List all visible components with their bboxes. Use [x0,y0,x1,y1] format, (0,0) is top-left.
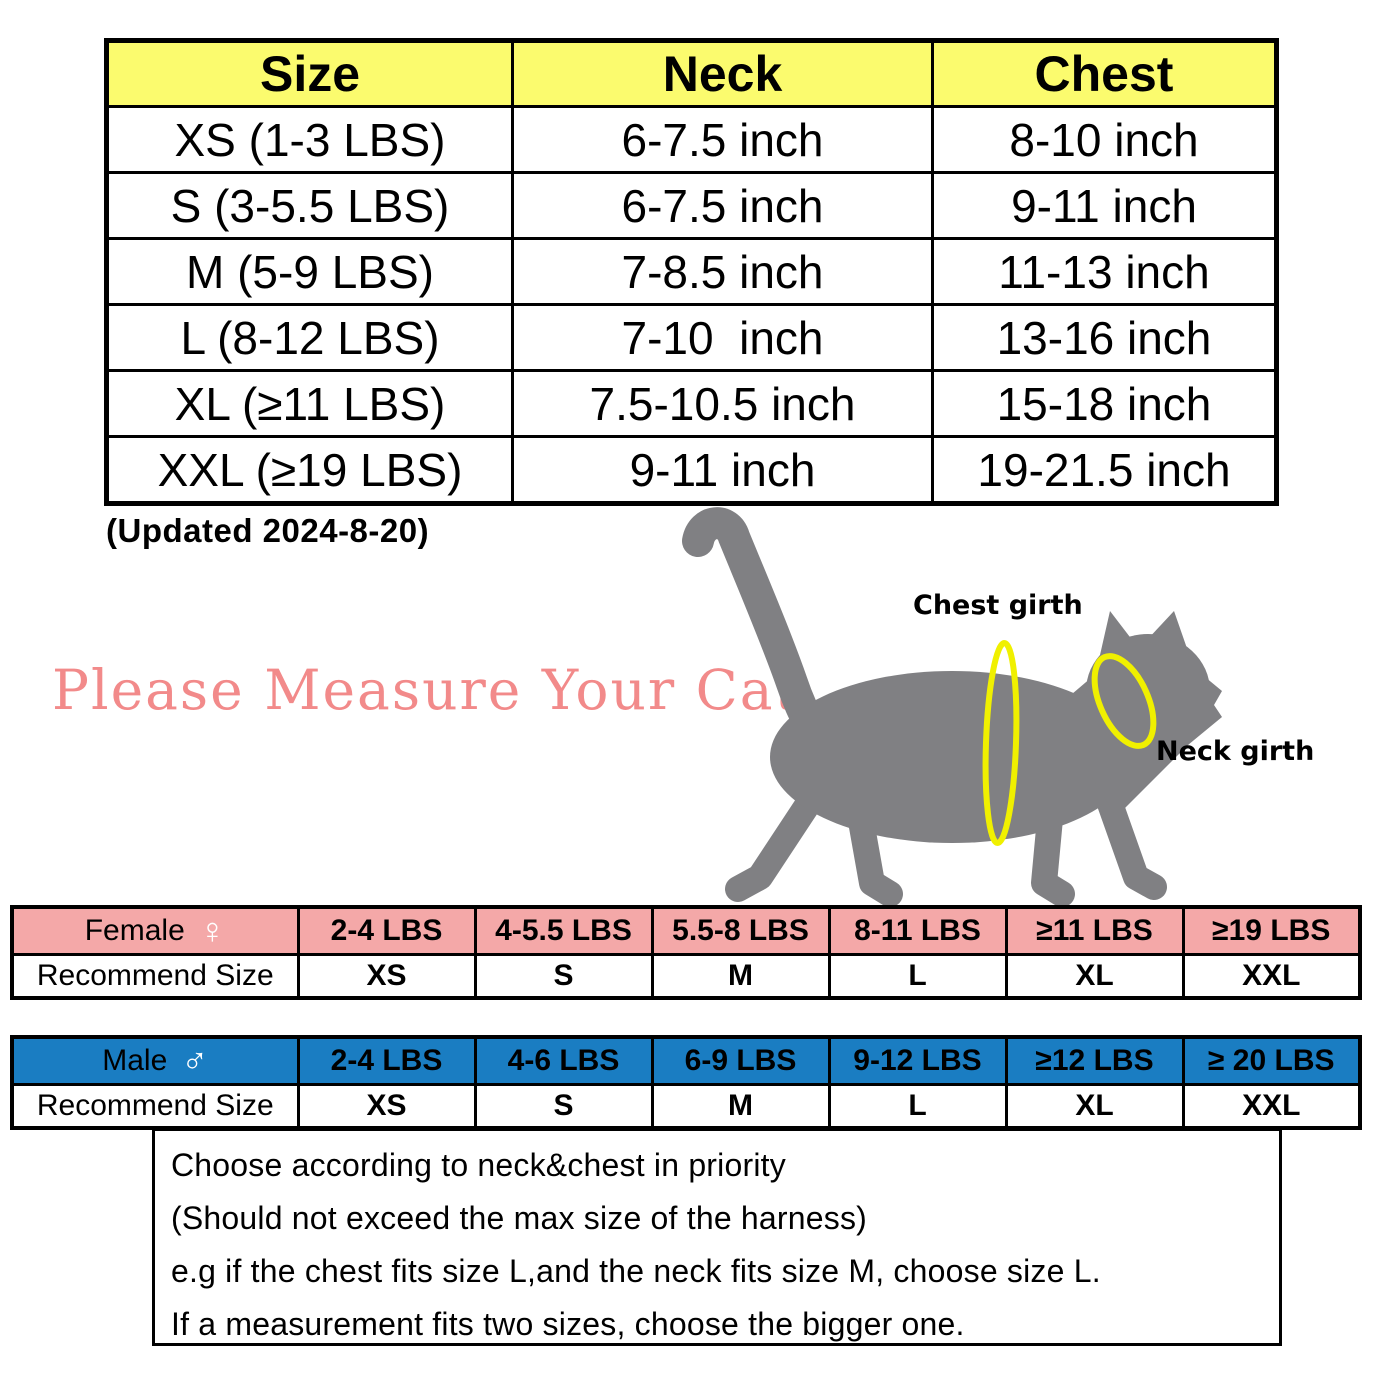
size-cell: XL [1004,953,1185,1000]
size-cell: S [473,1083,654,1130]
table-header-row: Male ♂ 2-4 LBS 4-6 LBS 6-9 LBS 9-12 LBS ≥… [10,1035,1362,1086]
weight-cell: 4-6 LBS [473,1035,654,1086]
weight-cell: 4-5.5 LBS [473,905,654,956]
note-line: (Should not exceed the max size of the h… [171,1200,868,1236]
weight-cell: ≥11 LBS [1004,905,1185,956]
size-cell: XS [296,953,477,1000]
size-cell: M [650,953,831,1000]
neck-cell: 7.5-10.5 inch [511,369,934,438]
size-cell: XXL [1181,1083,1362,1130]
size-cell: M (5-9 LBS) [105,237,514,306]
neck-cell: 6-7.5 inch [511,171,934,240]
neck-girth-label: Neck girth [1156,736,1315,767]
column-header-neck: Neck [511,39,934,108]
size-cell: XS [296,1083,477,1130]
table-row: S (3-5.5 LBS) 6-7.5 inch 9-11 inch [105,171,1278,240]
chest-cell: 19-21.5 inch [931,435,1278,505]
note-line: If a measurement fits two sizes, choose … [171,1306,965,1342]
size-cell: L [827,953,1008,1000]
table-row: XXL (≥19 LBS) 9-11 inch 19-21.5 inch [105,435,1278,505]
female-title: Female [84,914,185,947]
chest-cell: 11-13 inch [931,237,1278,306]
table-header-row: Female ♀ 2-4 LBS 4-5.5 LBS 5.5-8 LBS 8-11… [10,905,1362,956]
female-symbol-icon: ♀ [198,910,226,951]
table-header-row: Size Neck Chest [105,39,1278,108]
table-row: Recommend Size XS S M L XL XXL [10,953,1362,1000]
weight-cell: ≥12 LBS [1004,1035,1185,1086]
note-line: Choose according to neck&chest in priori… [171,1147,786,1183]
size-cell: XL (≥11 LBS) [105,369,514,438]
table-row: L (8-12 LBS) 7-10 inch 13-16 inch [105,303,1278,372]
male-symbol-icon: ♂ [181,1040,209,1081]
chest-girth-label: Chest girth [913,590,1083,621]
neck-cell: 7-10 inch [511,303,934,372]
size-cell: XS (1-3 LBS) [105,105,514,174]
weight-cell: 2-4 LBS [296,905,477,956]
weight-cell: ≥ 20 LBS [1181,1035,1362,1086]
neck-cell: 9-11 inch [511,435,934,505]
chest-girth-ring [982,640,1020,846]
size-cell: XXL [1181,953,1362,1000]
size-cell: XXL (≥19 LBS) [105,435,514,505]
updated-date-note: (Updated 2024-8-20) [106,512,430,549]
weight-cell: 8-11 LBS [827,905,1008,956]
size-cell: S (3-5.5 LBS) [105,171,514,240]
table-row: XL (≥11 LBS) 7.5-10.5 inch 15-18 inch [105,369,1278,438]
size-cell: M [650,1083,831,1130]
size-cell: L (8-12 LBS) [105,303,514,372]
chest-cell: 8-10 inch [931,105,1278,174]
table-row: M (5-9 LBS) 7-8.5 inch 11-13 inch [105,237,1278,306]
weight-cell: ≥19 LBS [1181,905,1362,956]
sizing-notes-box: Choose according to neck&chest in priori… [152,1128,1282,1346]
size-chart-table: Size Neck Chest XS (1-3 LBS) 6-7.5 inch … [104,38,1279,506]
recommend-size-label: Recommend Size [10,1083,300,1130]
male-title: Male [102,1044,168,1077]
neck-cell: 6-7.5 inch [511,105,934,174]
weight-cell: 6-9 LBS [650,1035,831,1086]
size-cell: S [473,953,654,1000]
male-title-cell: Male ♂ [10,1035,300,1086]
measure-prompt-text: Please Measure Your Cat [52,658,799,722]
cat-silhouette [682,507,1222,907]
weight-cell: 5.5-8 LBS [650,905,831,956]
male-size-table: Male ♂ 2-4 LBS 4-6 LBS 6-9 LBS 9-12 LBS ≥… [10,1035,1362,1130]
size-cell: XL [1004,1083,1185,1130]
cat-body [770,611,1222,843]
neck-girth-ring [1091,653,1157,749]
female-size-table: Female ♀ 2-4 LBS 4-5.5 LBS 5.5-8 LBS 8-11… [10,905,1362,1000]
recommend-size-label: Recommend Size [10,953,300,1000]
cat-tail [682,507,826,741]
table-row: Recommend Size XS S M L XL XXL [10,1083,1362,1130]
column-header-size: Size [105,39,514,108]
note-line: e.g if the chest fits size L,and the nec… [171,1253,1101,1289]
column-header-chest: Chest [931,39,1278,108]
female-title-cell: Female ♀ [10,905,300,956]
size-cell: L [827,1083,1008,1130]
chest-cell: 15-18 inch [931,369,1278,438]
neck-cell: 7-8.5 inch [511,237,934,306]
chest-cell: 9-11 inch [931,171,1278,240]
weight-cell: 9-12 LBS [827,1035,1008,1086]
chest-cell: 13-16 inch [931,303,1278,372]
table-row: XS (1-3 LBS) 6-7.5 inch 8-10 inch [105,105,1278,174]
weight-cell: 2-4 LBS [296,1035,477,1086]
